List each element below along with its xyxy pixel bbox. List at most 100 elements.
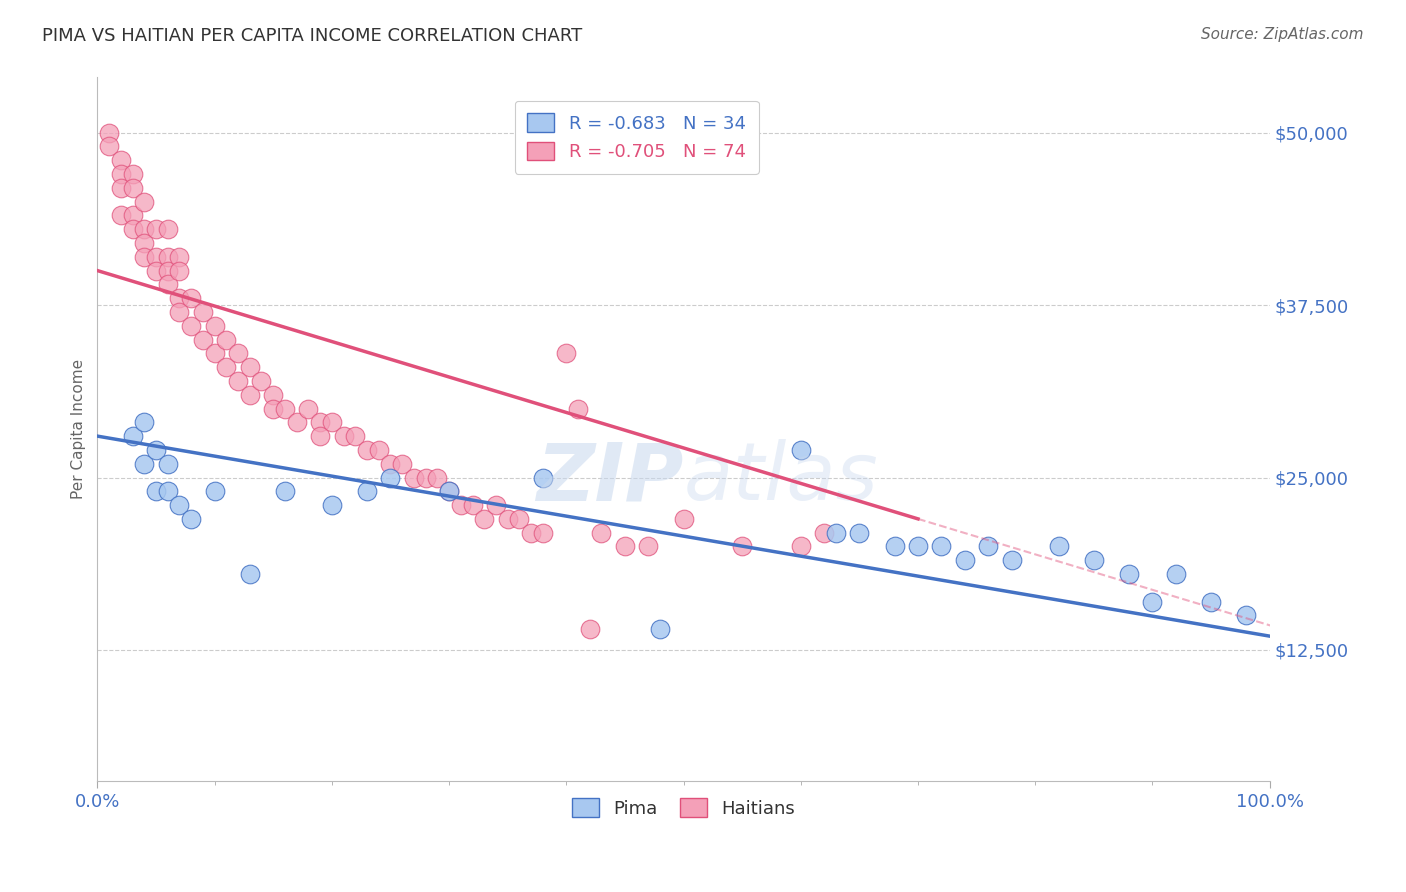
Point bbox=[215, 360, 238, 375]
Point bbox=[134, 415, 156, 429]
Point bbox=[380, 457, 402, 471]
Point bbox=[1164, 567, 1187, 582]
Point bbox=[496, 512, 519, 526]
Point bbox=[156, 484, 179, 499]
Point bbox=[134, 194, 156, 209]
Point bbox=[415, 470, 437, 484]
Point bbox=[262, 401, 284, 416]
Point bbox=[145, 484, 167, 499]
Point bbox=[332, 429, 354, 443]
Point bbox=[437, 484, 460, 499]
Point bbox=[437, 484, 460, 499]
Point bbox=[121, 429, 143, 443]
Point bbox=[461, 498, 484, 512]
Point bbox=[450, 498, 472, 512]
Point bbox=[813, 525, 835, 540]
Point bbox=[531, 525, 554, 540]
Point bbox=[169, 498, 191, 512]
Point bbox=[931, 540, 953, 554]
Point bbox=[883, 540, 905, 554]
Point bbox=[344, 429, 367, 443]
Point bbox=[672, 512, 695, 526]
Point bbox=[262, 388, 284, 402]
Point bbox=[121, 208, 143, 222]
Point bbox=[191, 333, 214, 347]
Point bbox=[309, 429, 332, 443]
Point bbox=[367, 442, 389, 457]
Point bbox=[1234, 608, 1257, 623]
Point bbox=[402, 470, 425, 484]
Point bbox=[239, 567, 262, 582]
Point bbox=[156, 457, 179, 471]
Point bbox=[508, 512, 530, 526]
Point bbox=[156, 250, 179, 264]
Point bbox=[156, 222, 179, 236]
Point bbox=[180, 291, 202, 305]
Point bbox=[356, 442, 378, 457]
Legend: Pima, Haitians: Pima, Haitians bbox=[565, 791, 801, 825]
Point bbox=[204, 346, 226, 360]
Point bbox=[790, 442, 813, 457]
Point bbox=[134, 235, 156, 250]
Point bbox=[110, 181, 132, 195]
Point bbox=[274, 484, 297, 499]
Point bbox=[1047, 540, 1070, 554]
Point bbox=[297, 401, 319, 416]
Point bbox=[169, 263, 191, 277]
Point bbox=[285, 415, 308, 429]
Point bbox=[591, 525, 613, 540]
Point bbox=[134, 457, 156, 471]
Point bbox=[98, 126, 121, 140]
Text: atlas: atlas bbox=[683, 440, 879, 517]
Point bbox=[567, 401, 589, 416]
Point bbox=[98, 139, 121, 153]
Point bbox=[204, 484, 226, 499]
Point bbox=[1199, 595, 1222, 609]
Point bbox=[1001, 553, 1024, 567]
Point bbox=[426, 470, 449, 484]
Point bbox=[1083, 553, 1105, 567]
Point bbox=[391, 457, 413, 471]
Point bbox=[226, 346, 249, 360]
Y-axis label: Per Capita Income: Per Capita Income bbox=[72, 359, 86, 500]
Point bbox=[380, 470, 402, 484]
Point bbox=[169, 305, 191, 319]
Point bbox=[648, 622, 671, 636]
Point bbox=[472, 512, 495, 526]
Text: PIMA VS HAITIAN PER CAPITA INCOME CORRELATION CHART: PIMA VS HAITIAN PER CAPITA INCOME CORREL… bbox=[42, 27, 582, 45]
Point bbox=[825, 525, 848, 540]
Point bbox=[121, 181, 143, 195]
Point bbox=[239, 360, 262, 375]
Point bbox=[531, 470, 554, 484]
Point bbox=[204, 318, 226, 333]
Point bbox=[848, 525, 870, 540]
Point bbox=[239, 388, 262, 402]
Point bbox=[180, 512, 202, 526]
Point bbox=[145, 263, 167, 277]
Point bbox=[145, 250, 167, 264]
Point bbox=[215, 333, 238, 347]
Point bbox=[321, 498, 343, 512]
Point bbox=[1142, 595, 1164, 609]
Point bbox=[191, 305, 214, 319]
Point bbox=[156, 263, 179, 277]
Point bbox=[110, 208, 132, 222]
Point bbox=[274, 401, 297, 416]
Point bbox=[180, 318, 202, 333]
Point bbox=[520, 525, 543, 540]
Point bbox=[1118, 567, 1140, 582]
Point bbox=[169, 250, 191, 264]
Text: ZIP: ZIP bbox=[536, 440, 683, 517]
Point bbox=[731, 540, 754, 554]
Point bbox=[110, 167, 132, 181]
Point bbox=[485, 498, 508, 512]
Point bbox=[156, 277, 179, 292]
Point bbox=[169, 291, 191, 305]
Point bbox=[121, 167, 143, 181]
Point bbox=[121, 222, 143, 236]
Point bbox=[977, 540, 1000, 554]
Point bbox=[145, 222, 167, 236]
Point bbox=[637, 540, 659, 554]
Point bbox=[226, 374, 249, 388]
Point bbox=[613, 540, 636, 554]
